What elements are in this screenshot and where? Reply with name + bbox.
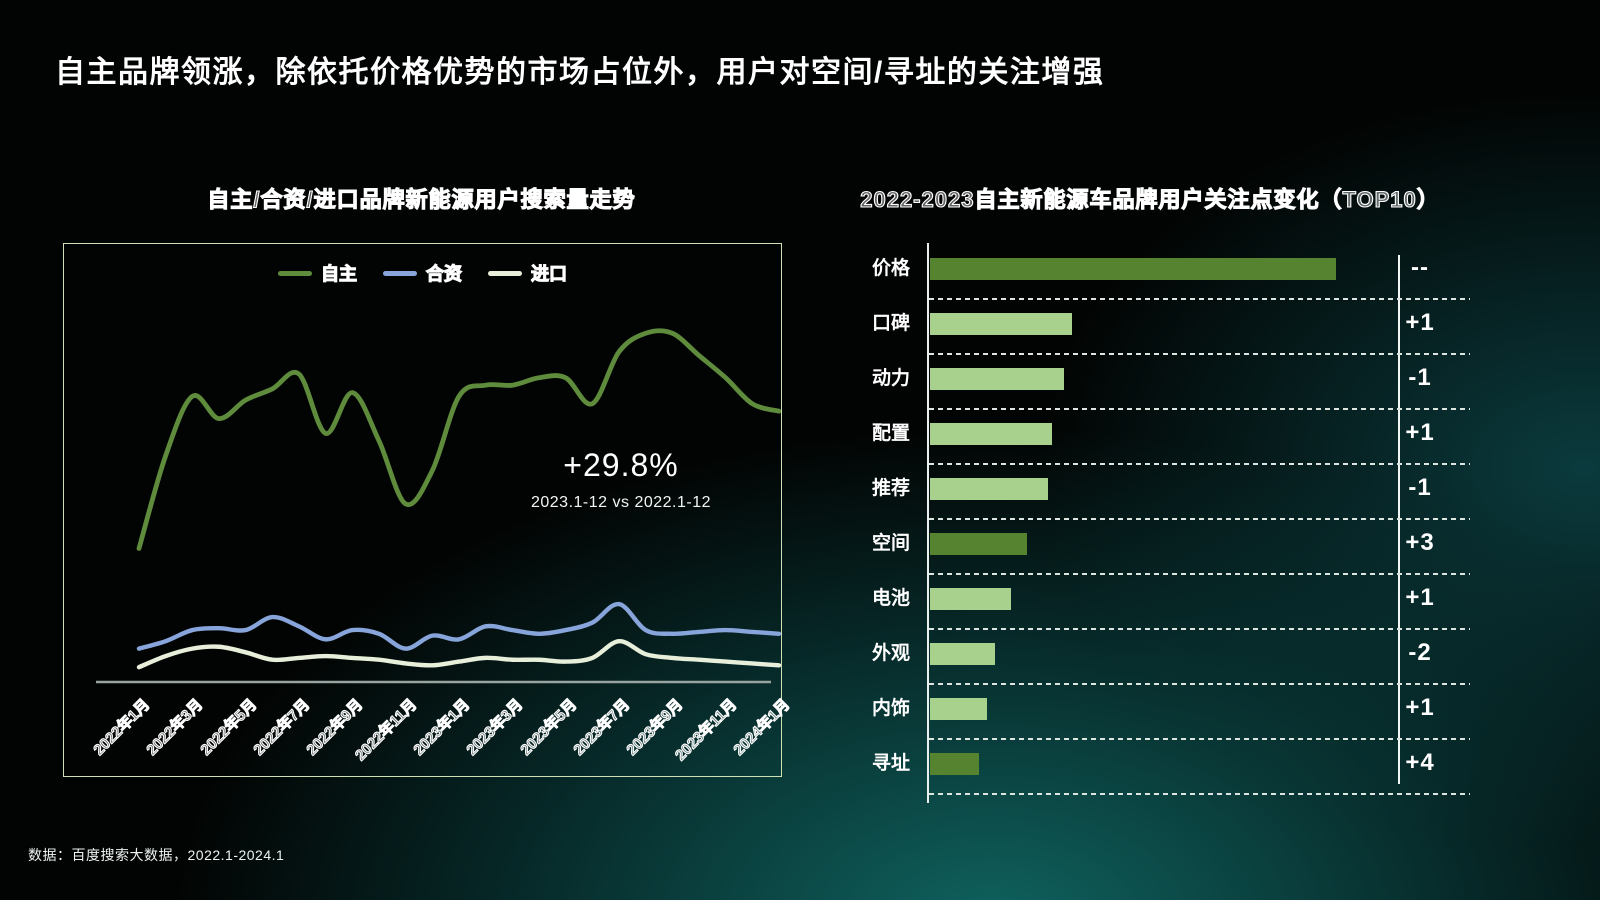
growth-annotation: +29.8% [563,447,679,483]
bar [930,753,979,775]
line-plot-canvas [96,328,781,684]
rank-change-value: -2 [1408,639,1432,666]
bar-row-label: 空间 [871,533,910,554]
row-separator-dashed-line [929,463,1470,465]
bar [930,258,1336,280]
bar-chart: 价格 -- 口碑 +1 动力 -1 配置 +1 推荐 -1 空间 +3 电池 +1 外观 -2 内饰 +1 寻址 +4 [830,230,1490,825]
row-separator-dashed-line [929,353,1470,355]
legend-label: 进口 [530,263,567,284]
bar-row-label: 推荐 [871,478,910,499]
data-source-note: 数据：百度搜索大数据，2022.1-2024.1 [28,847,285,863]
row-separator-dashed-line [929,683,1470,685]
bar [930,643,995,665]
line-chart-title: 自主/合资/进口品牌新能源用户搜索量走势 [207,186,636,212]
row-separator-dashed-line [929,793,1470,795]
legend-item-1: 合资 [383,260,463,286]
bar [930,478,1048,500]
series-line-1 [136,601,781,651]
bar [930,423,1052,445]
rank-change-value: -- [1411,254,1429,281]
rank-change-value: +1 [1405,309,1435,336]
bar-chart-title: 2022-2023自主新能源车品牌用户关注点变化（TOP10） [860,186,1440,212]
row-separator-dashed-line [929,298,1470,300]
rank-change-value: -1 [1408,364,1432,391]
row-separator-dashed-line [929,408,1470,410]
legend-label: 合资 [425,263,462,284]
legend-swatch-icon [278,270,312,276]
line-chart-legend: 自主 合资 进口 [64,260,781,286]
line-chart: 自主 合资 进口 2022年1月 2022年3月 2022年5月 2022年7月 2022年… [63,243,794,777]
rank-change-value: +3 [1405,529,1435,556]
page-title: 自主品牌领涨，除依托价格优势的市场占位外，用户对空间/寻址的关注增强 [55,56,1105,89]
bar-row-label: 配置 [871,423,910,444]
row-separator-dashed-line [929,518,1470,520]
rank-change-value: -1 [1408,474,1432,501]
bar-row-label: 电池 [871,588,910,609]
bar-axis-line [927,243,929,803]
rank-change-value: +1 [1405,584,1435,611]
bar [930,368,1064,390]
bar-row-label: 价格 [871,258,910,279]
legend-swatch-icon [488,270,522,276]
row-separator-dashed-line [929,573,1470,575]
bar-row-label: 内饰 [871,698,910,719]
legend-swatch-icon [383,270,417,276]
legend-item-2: 进口 [488,260,568,286]
rank-change-value: +4 [1405,749,1435,776]
series-line-0 [136,328,781,551]
bar [930,588,1012,610]
legend-item-0: 自主 [278,260,358,286]
bar [930,698,987,720]
row-separator-dashed-line [929,628,1470,630]
bar-row-label: 口碑 [871,313,910,334]
bar [930,533,1028,555]
legend-label: 自主 [320,263,357,284]
bar-row-label: 寻址 [871,753,910,774]
row-separator-dashed-line [929,738,1470,740]
bar-row-label: 外观 [871,643,910,664]
bar-row-label: 动力 [871,368,910,389]
series-line-2 [136,638,781,670]
bar [930,313,1073,335]
rank-change-value: +1 [1405,694,1435,721]
rank-change-value: +1 [1405,419,1435,446]
growth-annotation-caption: 2023.1-12 vs 2022.1-12 [530,494,711,511]
